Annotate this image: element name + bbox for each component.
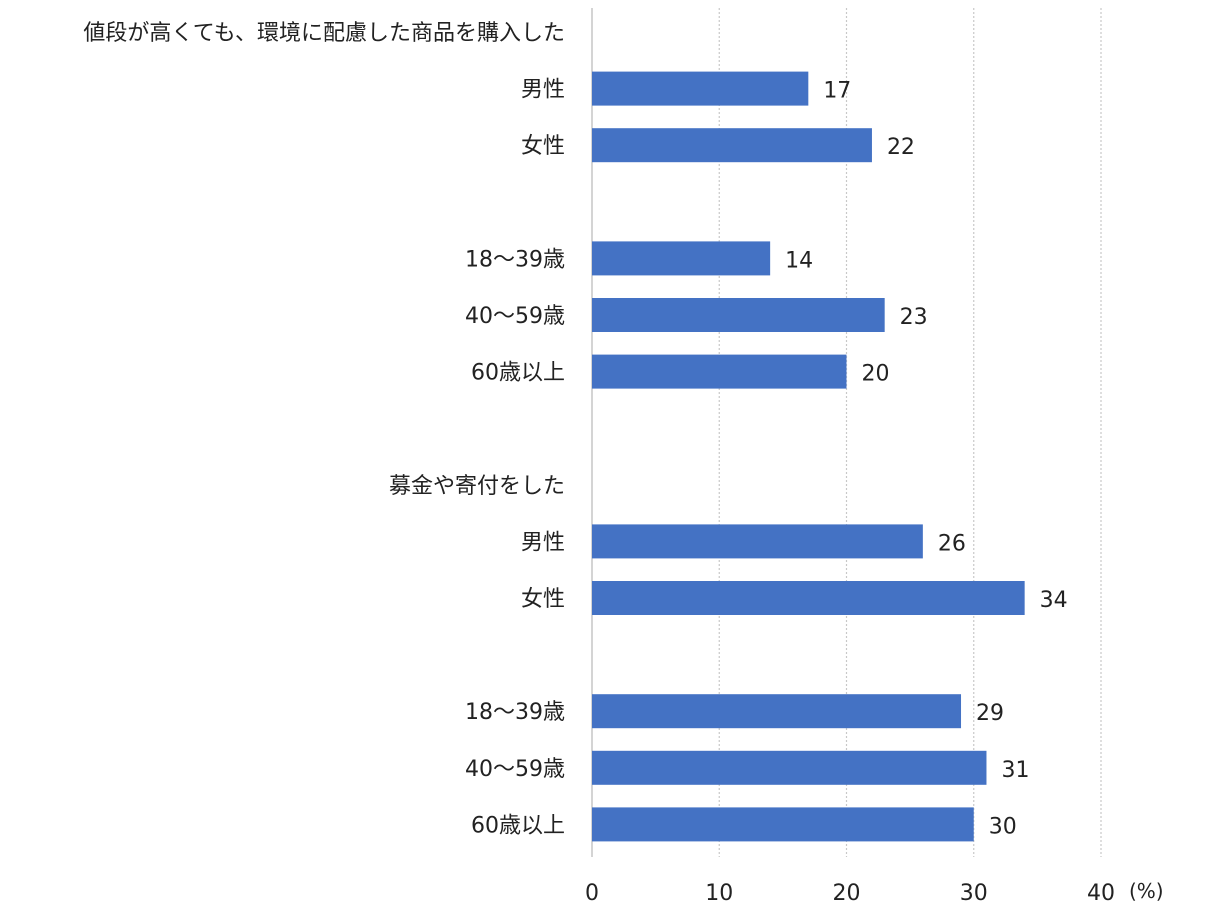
x-tick-label: 10 [705,881,733,906]
x-unit-label: (%) [1129,879,1164,903]
data-label: 31 [1001,758,1029,783]
data-label: 34 [1040,588,1068,613]
category-label: 60歳以上 [471,361,565,386]
category-label: 40～59歳 [465,304,565,329]
bar [592,694,962,729]
x-tick-label: 20 [833,881,861,906]
category-label: 女性 [521,134,565,159]
x-tick-label: 40 [1087,881,1115,906]
bar [592,807,974,842]
bar [592,128,872,163]
data-label: 23 [900,305,928,330]
bar [592,581,1025,615]
category-label: 男性 [521,78,565,103]
data-label: 22 [887,135,915,160]
category-label: 女性 [521,587,565,612]
section-header: 値段が高くても、環境に配慮した商品を購入した [83,21,565,46]
data-label: 17 [823,79,851,104]
section-header: 募金や寄付をした [389,474,565,499]
data-label: 26 [938,531,966,556]
bar [592,241,771,276]
bar [592,71,809,106]
data-label: 30 [989,814,1017,839]
category-label: 18～39歳 [465,700,565,725]
bar [592,524,923,559]
data-label: 29 [976,701,1004,726]
category-label: 男性 [521,530,565,555]
x-tick-label: 0 [585,881,599,906]
bar [592,298,885,332]
x-tick-label: 30 [960,881,988,906]
data-label: 20 [862,362,890,387]
data-label: 14 [785,248,813,273]
bar [592,750,987,785]
category-label: 60歳以上 [471,813,565,838]
category-label: 18～39歳 [465,247,565,272]
category-label: 40～59歳 [465,757,565,782]
bar [592,354,847,389]
